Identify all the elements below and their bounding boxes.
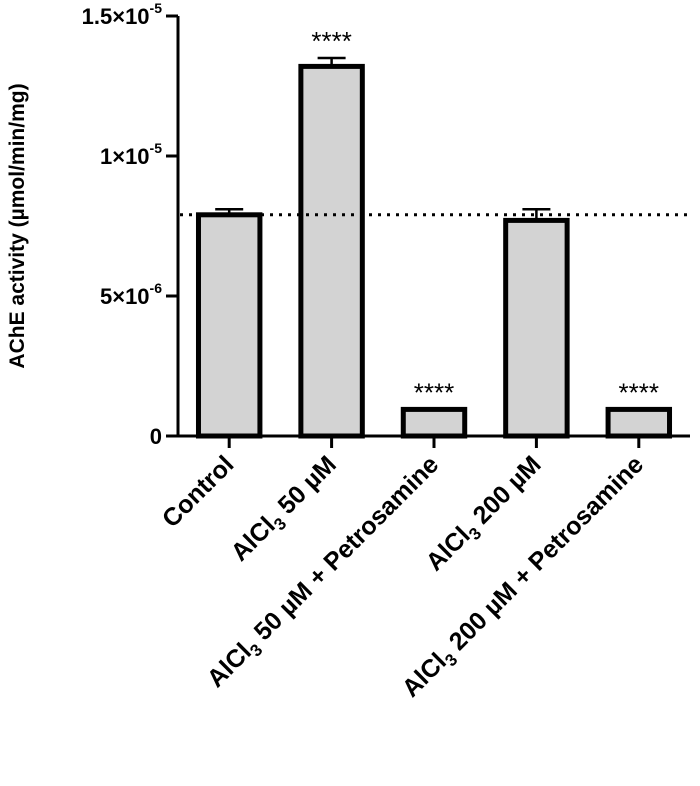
significance-label: **** bbox=[311, 26, 351, 56]
significance-label: **** bbox=[414, 377, 454, 407]
y-tick-label: 5×10-6 bbox=[100, 280, 162, 309]
x-category-label: Control bbox=[157, 450, 240, 533]
y-tick-mantissa: 0 bbox=[150, 424, 162, 449]
bar bbox=[195, 212, 263, 439]
y-tick-label: 1.5×10-5 bbox=[82, 0, 163, 29]
bar bbox=[503, 217, 570, 439]
significance-label: **** bbox=[619, 377, 659, 407]
y-axis-title: AChE activity (µmol/min/mg) bbox=[6, 83, 29, 368]
bars: **** **** **** bbox=[195, 26, 673, 439]
y-tick-label: 0 bbox=[150, 424, 162, 449]
category-label-text-suffix: 50 µM + Petrosamine bbox=[244, 450, 445, 651]
y-tick-label: 1×10-5 bbox=[100, 140, 162, 169]
y-tick-mantissa: 1×10 bbox=[100, 144, 150, 169]
category-label-text-suffix: 50 µM bbox=[268, 450, 342, 524]
y-tick-mantissa: 5×10 bbox=[100, 284, 150, 309]
category-label-text-suffix: 200 µM + Petrosamine bbox=[439, 450, 649, 660]
category-label-text: Control bbox=[157, 450, 240, 533]
bar bbox=[400, 406, 468, 439]
bar bbox=[605, 406, 673, 439]
y-tick-exponent: -6 bbox=[150, 280, 163, 296]
bar bbox=[298, 63, 365, 439]
y-tick-exponent: -5 bbox=[150, 140, 163, 156]
y-tick-exponent: -5 bbox=[150, 0, 163, 16]
y-axis: 05×10-61×10-51.5×10-5 bbox=[82, 0, 180, 449]
y-tick-mantissa: 1.5×10 bbox=[82, 4, 150, 29]
category-label-text-suffix: 200 µM bbox=[463, 450, 547, 534]
